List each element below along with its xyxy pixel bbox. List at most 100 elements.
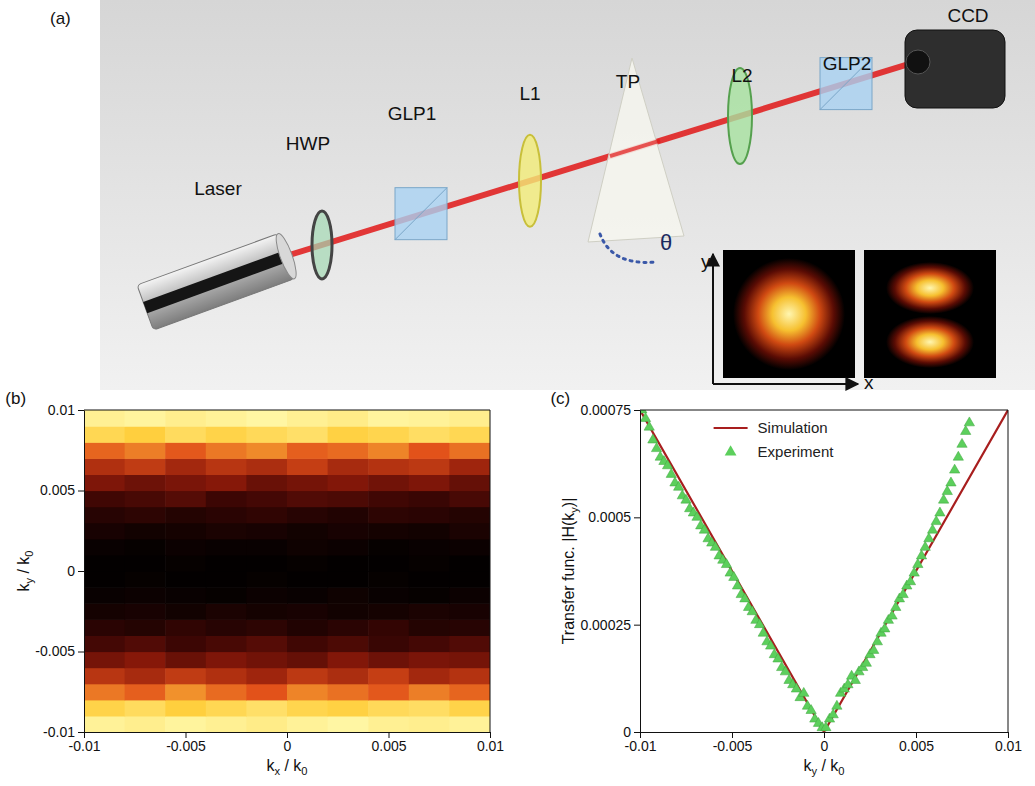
- heatmap-cell: [125, 523, 166, 540]
- heatmap-cell: [287, 523, 328, 540]
- heatmap-cell: [409, 571, 450, 588]
- heatmap-cell: [84, 700, 125, 717]
- heatmap-cell: [84, 523, 125, 540]
- series-point: [942, 486, 952, 495]
- y-tick-mark: [634, 410, 640, 411]
- heatmap-cell: [409, 619, 450, 636]
- x-tick: 0.01: [995, 732, 1022, 754]
- heatmap-cell: [84, 571, 125, 588]
- angle-arc: [600, 234, 656, 262]
- heatmap-cell: [125, 507, 166, 524]
- heatmap-cell: [287, 410, 328, 427]
- heatmap-cell: [165, 587, 206, 604]
- heatmap-cell: [368, 474, 409, 491]
- series-point: [961, 426, 971, 435]
- heatmap-cell: [368, 652, 409, 669]
- y-tick-mark: [78, 491, 84, 492]
- x-tick-label: 0.01: [995, 738, 1022, 754]
- series-point: [916, 550, 926, 559]
- legend-swatch: [725, 445, 737, 455]
- heatmap-cell: [328, 571, 369, 588]
- heatmap-cell: [328, 619, 369, 636]
- heatmap-cell: [165, 410, 206, 427]
- x-axis: -0.01-0.00500.0050.01: [69, 732, 505, 754]
- heatmap-cell: [125, 684, 166, 701]
- component-label: Laser: [194, 178, 242, 199]
- heatmap-cell: [246, 700, 287, 717]
- heatmap-cell: [449, 652, 490, 669]
- heatmap-cell: [368, 442, 409, 459]
- series-point: [913, 559, 923, 568]
- heatmap-cell: [287, 571, 328, 588]
- series-point: [699, 524, 709, 533]
- laser-aperture: [272, 232, 300, 281]
- heatmap-cell: [125, 635, 166, 652]
- heatmap-cell: [409, 442, 450, 459]
- heatmap-cell: [287, 668, 328, 685]
- heatmap-cell: [125, 555, 166, 572]
- y-tick-label: 0: [67, 563, 75, 579]
- heatmap-cell: [449, 716, 490, 732]
- heatmap-cell: [449, 700, 490, 717]
- series-point: [946, 477, 956, 486]
- heatmap-cell: [206, 474, 247, 491]
- heatmap-cell: [246, 491, 287, 508]
- heatmap-cell: [206, 603, 247, 620]
- series-point: [648, 434, 658, 443]
- heatmap-cell: [206, 523, 247, 540]
- heatmap-cell: [449, 426, 490, 443]
- text-subscript: 0: [23, 550, 35, 556]
- series-point: [692, 511, 702, 520]
- heatmap-cell: [206, 635, 247, 652]
- laser-band: [143, 251, 288, 314]
- text-part: /: [817, 757, 830, 774]
- series-point: [640, 413, 650, 422]
- heatmap-cell: [206, 668, 247, 685]
- heatmap-cell: [84, 458, 125, 475]
- heatmap-cell: [84, 635, 125, 652]
- heatmap-cell: [409, 410, 450, 427]
- series-point: [927, 524, 937, 533]
- x-tick-label: 0.01: [477, 738, 504, 754]
- heatmap-cell: [368, 619, 409, 636]
- series-point: [773, 653, 783, 662]
- heatmap-cell: [328, 491, 369, 508]
- heatmap-cell: [409, 587, 450, 604]
- series-point: [754, 619, 764, 628]
- y-tick-label: 0.0005: [588, 509, 631, 525]
- series-point: [729, 571, 739, 580]
- heatmap-cell: [125, 700, 166, 717]
- text-part: Transfer func. |H(: [560, 520, 577, 644]
- x-tick: -0.005: [713, 732, 753, 754]
- heatmap-cell: [165, 716, 206, 732]
- heatmap-cell: [328, 442, 369, 459]
- heatmap-cell: [206, 684, 247, 701]
- heatmap-cell: [368, 491, 409, 508]
- heatmap-cell: [84, 442, 125, 459]
- heatmap-cell: [84, 410, 125, 427]
- panel-label: (c): [550, 389, 570, 408]
- heatmap-cell: [328, 684, 369, 701]
- component-label: TP: [616, 71, 640, 92]
- heatmap-cell: [449, 539, 490, 556]
- x-tick-label: -0.01: [69, 738, 101, 754]
- heatmap-cell: [328, 474, 369, 491]
- heatmap-cell: [125, 619, 166, 636]
- heatmap-cell: [165, 474, 206, 491]
- heatmap-cell: [287, 652, 328, 669]
- component-label: L1: [519, 83, 540, 104]
- heatmap-cell: [287, 491, 328, 508]
- heatmap-cell: [368, 426, 409, 443]
- heatmap-cell: [368, 716, 409, 732]
- series-point: [953, 451, 963, 460]
- heatmap-cell: [165, 684, 206, 701]
- series-point: [732, 580, 742, 589]
- series-point: [832, 700, 842, 709]
- heatmap-cell: [328, 603, 369, 620]
- y-tick: -0.01: [43, 724, 84, 740]
- y-tick-label: 0.00075: [580, 402, 631, 418]
- heatmap-cell: [328, 426, 369, 443]
- heatmap-cell: [165, 442, 206, 459]
- series-point: [869, 644, 879, 653]
- heatmap-cell: [165, 507, 206, 524]
